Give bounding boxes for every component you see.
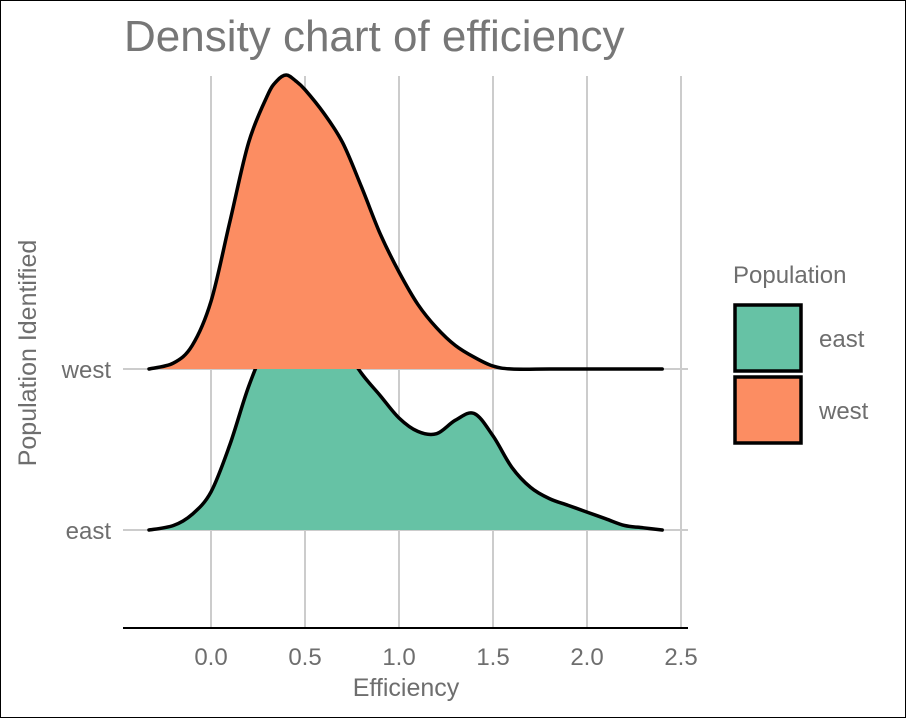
ridges: [147, 73, 664, 532]
x-tick-label-3: 1.5: [476, 644, 509, 671]
x-tick-labels: 0.0 0.5 1.0 1.5 2.0 2.5: [194, 644, 697, 671]
y-axis-title: Population Identified: [14, 240, 42, 467]
x-tick-label-1: 0.5: [288, 644, 321, 671]
ridge-outline-west: [147, 73, 664, 371]
x-tick-label-2: 1.0: [382, 644, 415, 671]
y-tick-label-east: east: [66, 518, 112, 545]
ridge-fill-west: [149, 75, 663, 370]
ridge-outline-east: [147, 303, 664, 532]
x-tick-label-0: 0.0: [194, 644, 227, 671]
legend-title: Population: [733, 262, 846, 289]
chart-title: Density chart of efficiency: [124, 12, 625, 61]
y-tick-label-west: west: [61, 357, 112, 384]
x-axis-title: Efficiency: [353, 674, 460, 702]
y-tick-labels: east west: [61, 357, 112, 545]
legend-label-west: west: [818, 398, 869, 425]
legend-swatch-east: [733, 303, 803, 373]
legend-label-east: east: [819, 326, 865, 353]
legend: Population east west: [733, 262, 869, 445]
x-tick-label-5: 2.5: [664, 644, 697, 671]
legend-swatch-west: [733, 375, 803, 445]
legend-items: east west: [733, 303, 869, 445]
x-tick-label-4: 2.0: [570, 644, 603, 671]
